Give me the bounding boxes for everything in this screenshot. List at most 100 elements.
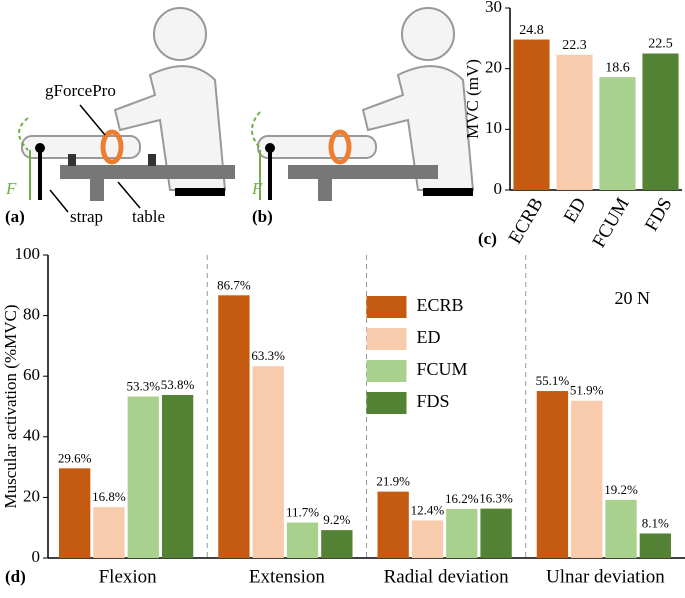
strap-knob [265, 143, 275, 153]
y-tick-label: 0 [32, 547, 41, 566]
panel-label: (d) [5, 567, 26, 586]
x-tick-label: FDS [641, 194, 677, 235]
panel-label: (a) [5, 207, 25, 226]
force-label: F [251, 179, 263, 198]
legend-swatch [366, 296, 407, 318]
y-tick-label: 20 [23, 486, 40, 505]
value-label: 55.1% [536, 373, 570, 388]
clamp [148, 154, 156, 166]
value-label: 8.1% [642, 515, 669, 530]
sensor-ring [328, 129, 352, 165]
value-label: 21.9% [376, 474, 410, 489]
bar [59, 468, 91, 558]
legend-swatch [366, 392, 407, 414]
bar [571, 400, 603, 558]
legend-label: FDS [417, 391, 450, 411]
x-tick-label: Radial deviation [384, 566, 510, 587]
bar [536, 391, 569, 558]
bar [411, 520, 444, 558]
torso [113, 65, 227, 191]
x-tick-label: Extension [249, 566, 325, 587]
sensor-ring [100, 129, 124, 165]
legend-label: ED [417, 327, 441, 347]
x-tick-label: Ulnar deviation [546, 566, 665, 587]
value-label: 53.3% [126, 378, 160, 393]
force-label: F [5, 179, 17, 198]
bar [377, 491, 409, 558]
illustration-a [18, 7, 235, 213]
value-label: 18.6 [605, 60, 630, 75]
y-axis-label: MVC (mV) [463, 59, 482, 139]
illustration-b [251, 7, 475, 201]
panel-label: (c) [478, 229, 497, 248]
head [153, 7, 207, 61]
y-tick-label: 10 [485, 118, 502, 137]
value-label: 22.3 [562, 38, 587, 53]
table-leg [90, 179, 104, 201]
table-top [60, 165, 235, 179]
bar [556, 54, 593, 190]
seat [175, 188, 225, 196]
value-label: 16.8% [92, 489, 126, 504]
pointer [117, 181, 141, 209]
x-tick-label: FCUM [588, 194, 633, 251]
bar [218, 295, 250, 558]
bar [446, 508, 478, 558]
table-leg [318, 179, 332, 201]
value-label: 51.9% [570, 383, 604, 398]
y-tick-label: 20 [485, 58, 502, 77]
bar [599, 77, 636, 190]
x-tick-label: ED [560, 194, 591, 226]
value-label: 16.3% [479, 491, 513, 506]
x-tick-label: Flexion [99, 566, 158, 587]
strap-label: strap [70, 207, 103, 226]
torso [361, 65, 475, 191]
y-axis-label: Muscular activation (%MVC) [1, 305, 20, 509]
legend-swatch [366, 360, 407, 382]
table-label: table [132, 207, 165, 226]
bar [642, 53, 679, 190]
y-tick-label: 30 [485, 0, 502, 16]
bar [286, 522, 319, 558]
bar [513, 39, 550, 191]
bar [161, 394, 194, 558]
arm [21, 135, 141, 159]
x-tick-label: ECRB [505, 194, 548, 247]
y-tick-label: 80 [23, 305, 40, 324]
legend-swatch [366, 328, 407, 350]
seat [423, 188, 473, 196]
value-label: 22.5 [648, 37, 673, 52]
rotation-arrow [18, 117, 29, 151]
value-label: 86.7% [217, 277, 251, 292]
bar [252, 366, 284, 558]
value-label: 63.3% [251, 348, 285, 363]
value-label: 53.8% [161, 377, 195, 392]
y-tick-label: 40 [23, 426, 40, 445]
bar [93, 507, 125, 558]
value-label: 24.8 [519, 23, 544, 38]
bar [639, 533, 671, 558]
arm [257, 135, 377, 159]
sensor-label: gForcePro [45, 81, 116, 100]
annotation: 20 N [615, 288, 651, 308]
value-label: 11.7% [286, 505, 319, 520]
panel-label: (b) [252, 207, 273, 226]
table-top [288, 165, 438, 179]
legend-label: FCUM [417, 359, 468, 379]
value-label: 16.2% [445, 491, 479, 506]
legend-label: ECRB [417, 295, 464, 315]
bar [605, 499, 637, 558]
pointer [49, 189, 69, 213]
clamp [68, 154, 76, 166]
value-label: 29.6% [58, 450, 92, 465]
strap-knob [35, 143, 45, 153]
y-tick-label: 60 [23, 365, 40, 384]
bar [321, 530, 353, 558]
bar [480, 508, 512, 558]
head [401, 7, 455, 61]
rotation-arrow [251, 111, 261, 149]
bar [127, 396, 159, 558]
value-label: 12.4% [411, 502, 445, 517]
pointer [79, 104, 106, 136]
